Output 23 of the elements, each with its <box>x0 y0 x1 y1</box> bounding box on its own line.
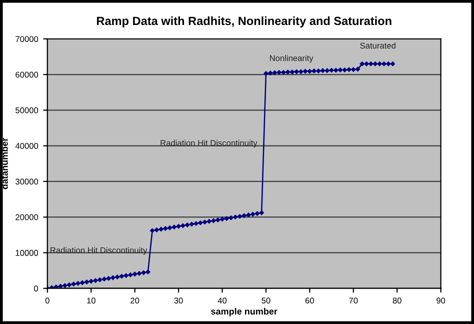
y-tick-label: 40000 <box>15 143 38 149</box>
y-tick-label: 20000 <box>16 214 38 220</box>
annotation: Nonlinearity <box>270 54 314 63</box>
x-tick-label: 90 <box>436 298 446 304</box>
chart-title: Ramp Data with Radhits, Nonlinearity and Saturation <box>96 16 392 28</box>
x-tick-label: 40 <box>218 298 227 304</box>
y-tick-label: 10000 <box>16 250 38 256</box>
x-tick-label: 30 <box>174 298 183 304</box>
x-axis-title: sample number <box>211 308 278 316</box>
x-tick-label: 70 <box>349 298 358 304</box>
y-tick-label: 60000 <box>16 72 38 78</box>
x-tick-label: 20 <box>130 298 140 304</box>
annotation: Saturated <box>360 42 396 49</box>
y-tick-label: 50000 <box>16 107 38 114</box>
x-tick-label: 80 <box>392 298 402 304</box>
x-tick-label: 60 <box>305 298 314 304</box>
x-tick-label: 50 <box>262 298 270 304</box>
x-tick-label: 0 <box>45 298 50 304</box>
y-tick-label: 30000 <box>16 178 38 185</box>
y-tick-label: 0 <box>34 286 38 292</box>
x-tick-label: 10 <box>87 298 96 304</box>
y-tick-label: 70000 <box>16 36 38 42</box>
y-axis-title: datanumber <box>1 138 8 190</box>
